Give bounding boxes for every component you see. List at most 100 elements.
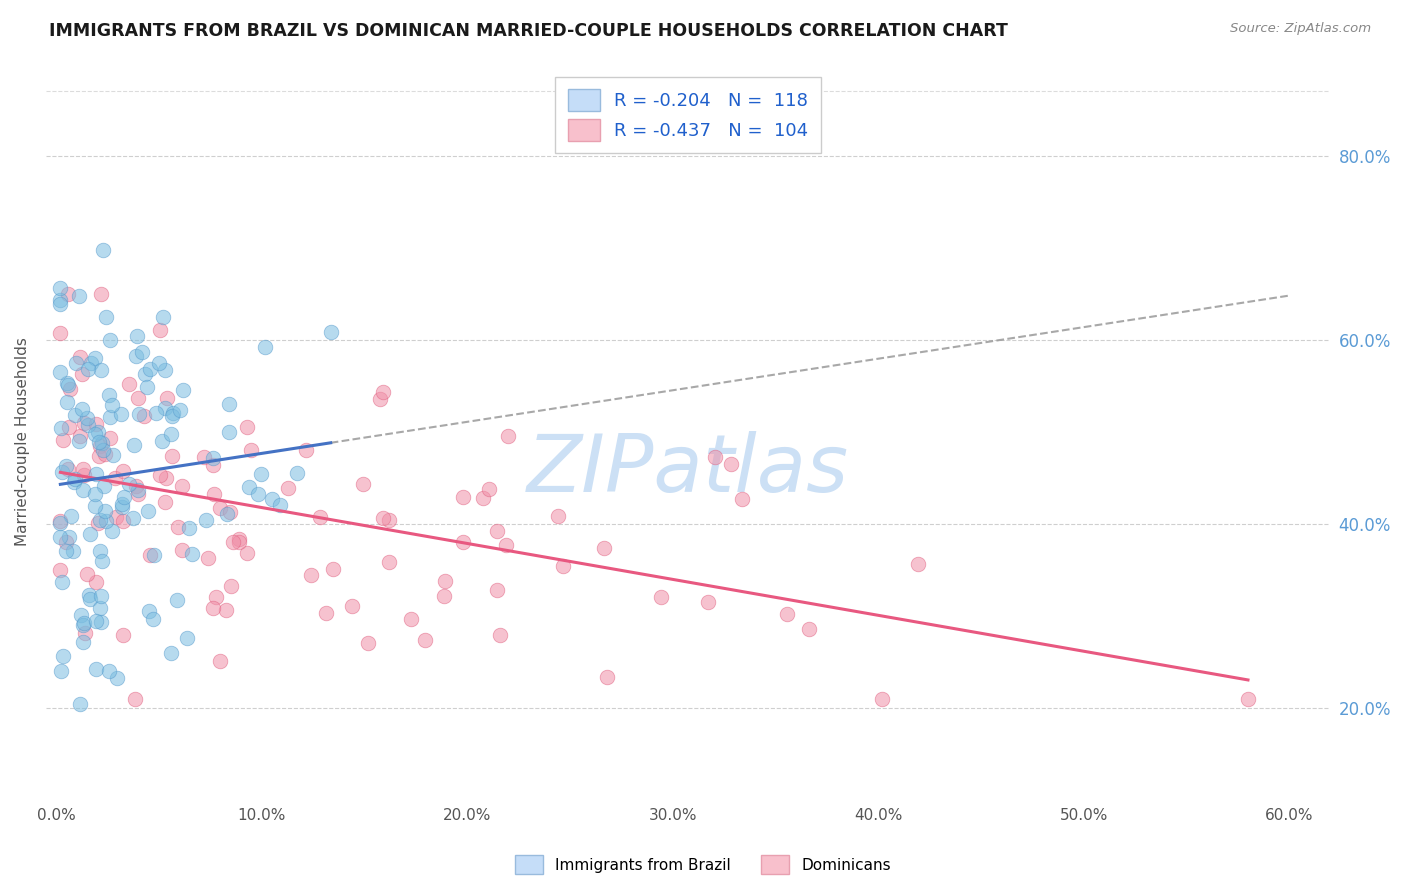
Point [127, 391, 149, 405]
Point [51, 465, 73, 479]
Point [101, 524, 124, 538]
Point [49, 293, 72, 308]
Point [153, 494, 176, 508]
Point [55, 534, 77, 549]
Point [132, 409, 155, 424]
Point [153, 401, 176, 416]
Point [148, 356, 170, 370]
Point [160, 409, 183, 424]
Point [152, 310, 174, 325]
Point [433, 574, 456, 588]
Point [221, 578, 243, 592]
Point [371, 384, 394, 399]
Point [89, 544, 111, 558]
Legend: Immigrants from Brazil, Dominicans: Immigrants from Brazil, Dominicans [509, 849, 897, 880]
Point [125, 478, 148, 492]
Point [90, 435, 112, 450]
Point [228, 532, 250, 546]
Point [238, 479, 260, 493]
Point [125, 349, 148, 363]
Point [91, 243, 114, 257]
Point [72, 462, 94, 476]
Point [90, 615, 112, 629]
Point [55, 458, 77, 473]
Point [197, 551, 219, 566]
Point [104, 471, 127, 485]
Point [295, 442, 318, 457]
Point [433, 589, 456, 603]
Point [89, 513, 111, 527]
Point [89, 439, 111, 453]
Text: Source: ZipAtlas.com: Source: ZipAtlas.com [1230, 22, 1371, 36]
Point [84, 487, 107, 501]
Point [49, 326, 72, 340]
Point [70, 367, 93, 381]
Point [149, 467, 172, 482]
Point [77, 588, 100, 602]
Point [253, 340, 276, 354]
Point [89, 449, 111, 463]
Point [269, 498, 291, 512]
Point [357, 636, 380, 650]
Point [401, 612, 423, 626]
Point [218, 397, 240, 411]
Point [98, 388, 121, 402]
Point [52, 649, 75, 664]
Point [153, 363, 176, 377]
Point [91, 443, 114, 458]
Point [73, 626, 96, 640]
Point [63, 408, 86, 422]
Point [202, 451, 225, 466]
Point [80, 356, 103, 370]
Point [91, 554, 114, 568]
Point [142, 612, 165, 626]
Point [134, 368, 156, 382]
Point [76, 411, 98, 425]
Point [117, 476, 139, 491]
Point [55, 395, 77, 409]
Point [172, 384, 194, 398]
Point [201, 458, 224, 473]
Point [79, 527, 101, 541]
Point [704, 450, 727, 464]
Point [94, 504, 117, 518]
Point [309, 510, 332, 524]
Point [202, 487, 225, 501]
Point [49, 516, 72, 531]
Point [79, 592, 101, 607]
Point [128, 407, 150, 421]
Point [56, 462, 79, 476]
Point [90, 590, 112, 604]
Point [547, 509, 569, 524]
Point [498, 428, 520, 442]
Point [125, 329, 148, 343]
Point [96, 310, 118, 325]
Point [160, 646, 183, 660]
Point [51, 575, 73, 590]
Point [139, 362, 162, 376]
Point [413, 633, 436, 648]
Point [89, 601, 111, 615]
Point [112, 490, 135, 504]
Point [167, 519, 190, 533]
Point [98, 431, 121, 445]
Point [299, 568, 322, 582]
Point [236, 545, 259, 559]
Point [236, 419, 259, 434]
Point [111, 500, 134, 515]
Point [136, 504, 159, 518]
Point [650, 591, 672, 605]
Point [122, 438, 145, 452]
Point [593, 541, 616, 555]
Point [150, 434, 173, 448]
Point [720, 458, 742, 472]
Point [49, 530, 72, 544]
Point [215, 603, 238, 617]
Point [486, 524, 509, 538]
Point [65, 356, 87, 370]
Point [697, 595, 720, 609]
Point [56, 376, 79, 390]
Point [87, 516, 110, 530]
Point [73, 467, 96, 482]
Point [246, 487, 269, 501]
